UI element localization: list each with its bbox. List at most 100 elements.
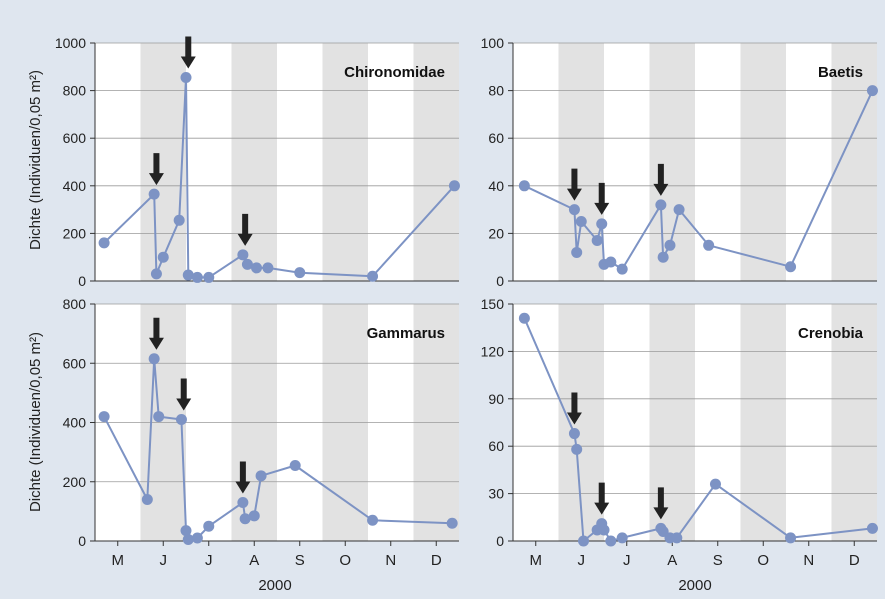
month-shade-5 (740, 304, 786, 541)
event-arrow (594, 482, 610, 515)
x-tick-label: S (713, 552, 723, 569)
data-point (518, 312, 530, 324)
panel-title: Gammarus (367, 325, 445, 342)
y-axis-label-top: Dichte (Individuen/0,05 m²) (27, 70, 44, 250)
data-point (294, 267, 306, 279)
data-point (571, 443, 583, 455)
panel-title: Chironomidae (344, 64, 445, 81)
x-tick-label: N (385, 552, 396, 569)
data-point (616, 263, 628, 275)
data-point (605, 535, 617, 547)
data-point (571, 246, 583, 258)
data-point (448, 180, 460, 192)
x-tick-label: D (431, 552, 442, 569)
panel-gammarus: 0 200 400 600 800 M J J A S O N D Gammarus (63, 296, 459, 569)
x-tick-label: J (578, 552, 586, 569)
y-tick-label: 20 (488, 225, 504, 241)
x-tick-label: M (530, 552, 543, 569)
y-tick-label: 30 (488, 486, 504, 502)
panel-title: Crenobia (798, 325, 864, 342)
data-point (98, 237, 110, 249)
event-arrow (180, 36, 196, 69)
month-shade-7 (831, 304, 877, 541)
y-tick-label: 400 (63, 178, 87, 194)
x-tick-label: N (803, 552, 814, 569)
x-axis-label-right: 2000 (678, 577, 711, 594)
data-point (241, 258, 253, 270)
x-tick-label: S (295, 552, 305, 569)
data-point (655, 199, 667, 211)
series-line (523, 317, 873, 542)
y-tick-label: 0 (496, 273, 504, 289)
y-tick-label: 0 (78, 273, 86, 289)
data-point (148, 188, 160, 200)
panel-title: Baetis (818, 64, 863, 81)
panels: 02004006008001000Chironomidae02040608010… (55, 35, 878, 569)
x-axis-label-left: 2000 (258, 577, 291, 594)
data-point (575, 216, 587, 227)
data-point (568, 428, 580, 440)
month-shade-1 (140, 43, 186, 281)
data-point (367, 270, 379, 282)
x-tick-label: O (757, 552, 769, 569)
data-point (518, 180, 530, 192)
data-point (141, 494, 153, 506)
event-arrow (235, 461, 251, 494)
x-tick-label: A (249, 552, 259, 569)
y-tick-label: 60 (488, 130, 504, 146)
y-tick-label: 0 (78, 533, 86, 549)
data-point (367, 514, 379, 526)
month-shade-3 (649, 304, 695, 541)
data-point (671, 532, 683, 544)
panel-crenobia: 0 30 60 90 120 150 M J J A S O N D Crenobia (481, 296, 878, 569)
y-tick-label: 400 (63, 415, 87, 431)
panel-baetis: 0 20 40 60 80 100 Baetis (481, 35, 878, 289)
y-tick-label: 80 (488, 83, 504, 99)
y-tick-label: 800 (63, 296, 87, 312)
data-point (191, 271, 203, 283)
data-point (157, 251, 169, 263)
data-point (785, 261, 797, 273)
data-point (248, 510, 260, 522)
data-point (605, 256, 617, 268)
data-point (148, 353, 160, 365)
data-point (251, 262, 263, 274)
data-point (866, 522, 878, 534)
data-point (664, 239, 676, 251)
data-point (616, 532, 628, 544)
event-arrow (176, 378, 192, 411)
y-tick-label: 600 (63, 130, 87, 146)
y-tick-label: 60 (488, 438, 504, 454)
y-tick-label: 90 (488, 391, 504, 407)
data-point (591, 235, 603, 247)
data-point (446, 517, 458, 529)
data-point (709, 478, 721, 490)
y-tick-label: 600 (63, 355, 87, 371)
data-point (98, 411, 110, 423)
data-point (180, 72, 192, 84)
data-point (568, 204, 580, 216)
y-tick-label: 200 (63, 474, 87, 490)
data-point (203, 271, 215, 283)
data-point (191, 532, 203, 544)
x-tick-label: J (623, 552, 631, 569)
y-tick-label: 100 (481, 35, 505, 51)
data-point (289, 459, 301, 471)
data-point (237, 249, 249, 261)
event-arrow (566, 392, 582, 425)
series-line (103, 76, 456, 279)
data-point (785, 532, 797, 544)
month-shade-7 (413, 43, 459, 281)
x-tick-label: J (160, 552, 168, 569)
event-arrow (653, 163, 669, 196)
month-shade-5 (740, 43, 786, 281)
y-tick-label: 120 (481, 343, 505, 359)
data-point (180, 525, 192, 537)
event-arrow (566, 168, 582, 201)
event-arrow (237, 213, 253, 246)
x-tick-label: D (849, 552, 860, 569)
y-tick-label: 150 (481, 296, 505, 312)
x-tick-label: A (667, 552, 677, 569)
y-tick-label: 40 (488, 178, 504, 194)
